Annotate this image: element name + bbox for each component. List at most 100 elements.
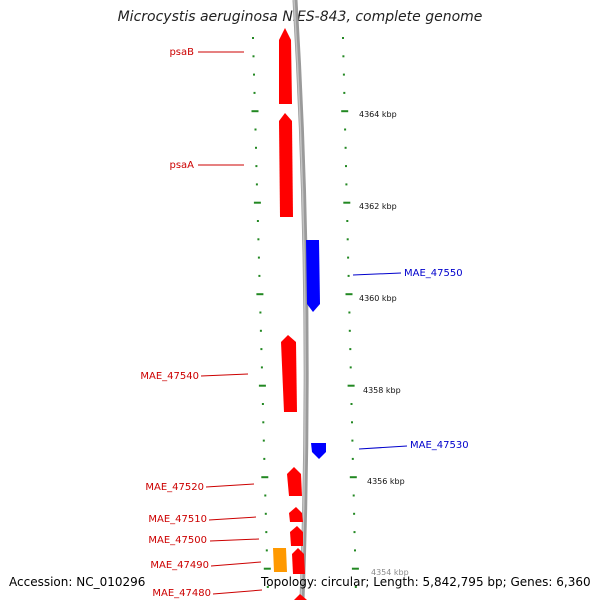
minor-tick bbox=[351, 439, 354, 442]
major-tick bbox=[349, 476, 357, 479]
gene-arrow[interactable] bbox=[281, 335, 297, 412]
minor-tick bbox=[265, 549, 268, 552]
kbp-label-4364: 4364 kbp bbox=[359, 110, 397, 119]
minor-tick bbox=[347, 274, 350, 277]
minor-tick bbox=[346, 220, 349, 222]
gene-MAE_47550[interactable]: MAE_47550 bbox=[306, 240, 463, 312]
gene-label-MAE_47550[interactable]: MAE_47550 bbox=[404, 268, 463, 279]
gene-MAE_47490[interactable]: MAE_47490 bbox=[150, 548, 305, 574]
minor-tick bbox=[352, 494, 355, 497]
minor-tick bbox=[255, 165, 258, 168]
gene-leader bbox=[212, 589, 263, 595]
major-tick bbox=[253, 201, 261, 204]
gene-psaB[interactable]: psaB bbox=[169, 28, 292, 104]
gene-label-MAE_47520[interactable]: MAE_47520 bbox=[145, 482, 204, 493]
gene-MAE_47510[interactable]: MAE_47510 bbox=[148, 507, 303, 525]
minor-tick bbox=[346, 238, 349, 241]
minor-tick bbox=[342, 73, 345, 76]
minor-tick bbox=[255, 146, 257, 149]
minor-tick bbox=[259, 329, 262, 332]
gene-arrow[interactable] bbox=[279, 113, 293, 217]
gene-label-MAE_47500[interactable]: MAE_47500 bbox=[148, 535, 207, 546]
minor-tick bbox=[261, 403, 264, 405]
gene-MAE_47480[interactable]: MAE_47480 bbox=[152, 588, 307, 600]
major-tick bbox=[263, 567, 271, 570]
kbp-label-4354: 4354 kbp bbox=[371, 568, 409, 577]
gene-arrow[interactable] bbox=[279, 28, 292, 104]
gene-arrow[interactable] bbox=[292, 548, 305, 574]
gene-leader bbox=[205, 483, 255, 488]
minor-tick bbox=[265, 531, 268, 534]
gene-arrow[interactable] bbox=[294, 594, 307, 600]
minor-tick bbox=[264, 512, 267, 515]
gene-leader bbox=[200, 373, 249, 377]
minor-tick bbox=[257, 238, 260, 241]
gene-MAE_47530[interactable]: MAE_47530 bbox=[311, 440, 469, 459]
gene-arrow[interactable] bbox=[311, 443, 326, 459]
minor-tick bbox=[344, 128, 347, 131]
gene-MAE_47500[interactable]: MAE_47500 bbox=[148, 526, 303, 546]
minor-tick bbox=[253, 91, 256, 94]
minor-tick bbox=[345, 183, 348, 186]
minor-tick bbox=[350, 403, 353, 405]
gene-psaA[interactable]: psaA bbox=[169, 113, 293, 217]
gene-label-MAE_47490[interactable]: MAE_47490 bbox=[150, 560, 209, 571]
major-tick bbox=[251, 110, 259, 113]
minor-tick bbox=[351, 421, 353, 424]
minor-tick bbox=[345, 165, 347, 168]
gene-arrow[interactable] bbox=[273, 548, 287, 572]
gene-label-psaA[interactable]: psaA bbox=[169, 160, 194, 171]
gene-label-psaB[interactable]: psaB bbox=[169, 47, 194, 58]
minor-tick bbox=[260, 366, 263, 369]
gene-arrow[interactable] bbox=[287, 467, 302, 496]
gene-arrow[interactable] bbox=[290, 526, 303, 546]
gene-leader bbox=[209, 538, 260, 542]
minor-tick bbox=[254, 128, 257, 131]
map-title: Microcystis aeruginosa NIES-843, complet… bbox=[117, 9, 483, 25]
major-tick bbox=[345, 293, 353, 296]
gene-leader bbox=[208, 516, 257, 521]
minor-tick bbox=[257, 256, 260, 259]
minor-tick bbox=[344, 146, 347, 149]
accession-text: Accession: NC_010296 bbox=[9, 575, 146, 589]
gene-arrow[interactable] bbox=[289, 507, 303, 522]
minor-tick bbox=[266, 586, 269, 588]
minor-tick bbox=[342, 55, 345, 58]
gene-label-MAE_47510[interactable]: MAE_47510 bbox=[148, 514, 207, 525]
minor-tick bbox=[347, 256, 350, 259]
gene-label-MAE_47530[interactable]: MAE_47530 bbox=[410, 440, 469, 451]
gene-leader bbox=[358, 445, 408, 450]
minor-tick bbox=[253, 73, 255, 76]
major-tick bbox=[261, 476, 269, 479]
kbp-label-4358: 4358 kbp bbox=[363, 386, 401, 395]
minor-tick bbox=[262, 421, 265, 424]
kbp-label-4360: 4360 kbp bbox=[359, 294, 397, 303]
genome-backbone-highlight bbox=[293, 0, 306, 600]
gene-arrow[interactable] bbox=[306, 240, 320, 312]
minor-tick bbox=[348, 311, 351, 314]
minor-tick bbox=[264, 494, 267, 497]
gene-leader bbox=[352, 272, 402, 276]
inner-tick-track bbox=[251, 37, 271, 588]
kbp-label-4356: 4356 kbp bbox=[367, 477, 405, 486]
major-tick bbox=[351, 567, 359, 570]
gene-label-MAE_47540[interactable]: MAE_47540 bbox=[140, 371, 199, 382]
minor-tick bbox=[353, 531, 356, 534]
minor-tick bbox=[343, 91, 346, 94]
minor-tick bbox=[353, 512, 356, 515]
minor-tick bbox=[256, 220, 259, 222]
minor-tick bbox=[252, 55, 255, 58]
minor-tick bbox=[259, 311, 262, 314]
minor-tick bbox=[354, 549, 356, 552]
minor-tick bbox=[351, 457, 354, 460]
minor-tick bbox=[342, 37, 344, 39]
major-tick bbox=[347, 384, 355, 387]
minor-tick bbox=[349, 348, 352, 351]
minor-tick bbox=[258, 274, 261, 277]
minor-tick bbox=[262, 439, 265, 442]
gene-MAE_47520[interactable]: MAE_47520 bbox=[145, 467, 302, 496]
gene-label-MAE_47480[interactable]: MAE_47480 bbox=[152, 588, 211, 599]
minor-tick bbox=[349, 366, 352, 369]
major-tick bbox=[343, 201, 351, 204]
gene-MAE_47540[interactable]: MAE_47540 bbox=[140, 335, 297, 412]
